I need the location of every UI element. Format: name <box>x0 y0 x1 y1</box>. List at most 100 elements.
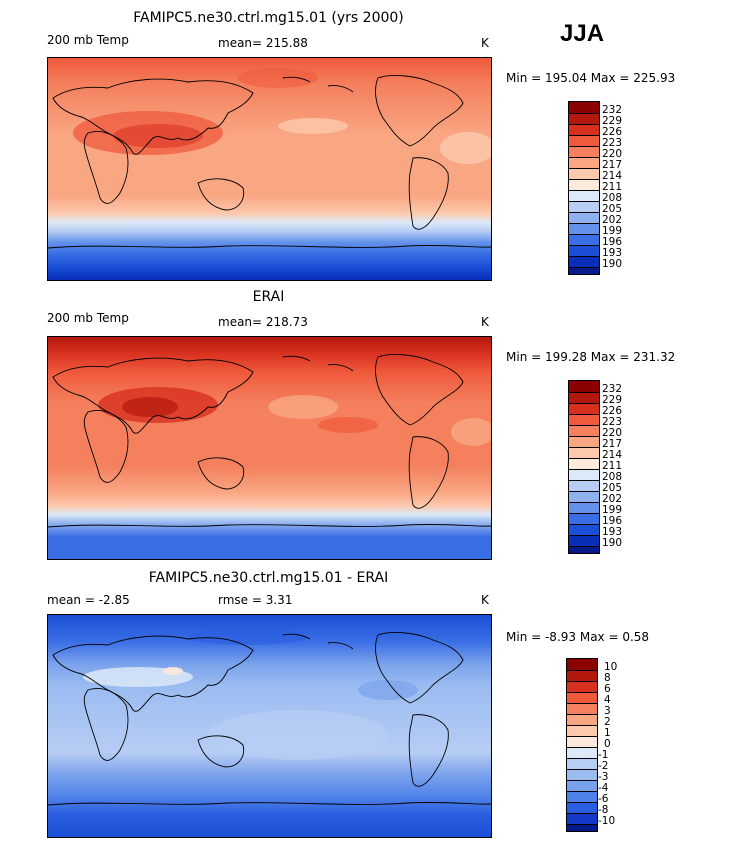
panel-2-title: ERAI <box>252 289 285 305</box>
panel-2-colorbar-tick: 193 <box>602 526 623 538</box>
panel-1-colorbar-band <box>569 212 599 223</box>
panel-2-colorbar-tick: 223 <box>602 416 623 428</box>
panel-3-colorbar-band <box>567 714 597 725</box>
panel-1-colorbar-band <box>569 135 599 146</box>
panel-3-colorbar-band <box>567 725 597 736</box>
panel-2-colorbar-band <box>569 502 599 513</box>
panel-1-colorbar-band <box>569 102 599 113</box>
panel-3-colorbar-tick: 2 <box>604 716 611 728</box>
panel-3-units-label: K <box>481 593 489 607</box>
panel-1-colorbar-band <box>569 223 599 234</box>
panel-1-colorbar-tick: 193 <box>602 247 623 259</box>
panel-1-colorbar-tick: 211 <box>602 181 623 193</box>
panel-1-colorbar-band <box>569 168 599 179</box>
panel-2-colorbar-tick: 229 <box>602 394 623 406</box>
panel-3-colorbar <box>566 658 598 832</box>
panel-1-colorbar-tick: 226 <box>602 126 623 138</box>
panel-1-title: FAMIPC5.ne30.ctrl.mg15.01 (yrs 2000) <box>133 10 404 26</box>
panel-2-colorbar-tick: 205 <box>602 482 623 494</box>
panel-1-colorbar-band <box>569 113 599 124</box>
panel-1-colorbar-band <box>569 267 599 274</box>
panel-1-colorbar-band <box>569 124 599 135</box>
panel-1-colorbar-band <box>569 179 599 190</box>
panel-3-map <box>47 614 492 838</box>
panel-3-colorbar-tick: -10 <box>598 815 616 827</box>
panel-3-colorbar-tick: 6 <box>604 683 611 695</box>
panel-1-colorbar <box>568 101 600 275</box>
panel-1-colorbar-tick: 208 <box>602 192 623 204</box>
panel-3-colorbar-band <box>567 747 597 758</box>
panel-1-colorbar-band <box>569 201 599 212</box>
panel-1-coastlines <box>48 75 491 249</box>
panel-2-colorbar-tick: 208 <box>602 471 623 483</box>
panel-2-colorbar-band <box>569 414 599 425</box>
panel-1-colorbar-tick: 217 <box>602 159 623 171</box>
panel-2-mean-label: mean= 218.73 <box>218 315 308 329</box>
panel-3-colorbar-tick: -4 <box>598 782 609 794</box>
panel-3-colorbar-tick: -2 <box>598 760 609 772</box>
panel-2-colorbar-band <box>569 524 599 535</box>
panel-1-variable-label: 200 mb Temp <box>47 33 129 47</box>
panel-2-colorbar-band <box>569 436 599 447</box>
panel-3-colorbar-tick: -1 <box>598 749 609 761</box>
panel-2-minmax: Min = 199.28 Max = 231.32 <box>506 350 676 364</box>
panel-2-colorbar-tick: 190 <box>602 537 623 549</box>
panel-2-colorbar-band <box>569 403 599 414</box>
panel-3-mean-label: mean = -2.85 <box>47 593 130 607</box>
panel-2-colorbar <box>568 380 600 554</box>
panel-3-colorbar-band <box>567 670 597 681</box>
panel-3-colorbar-tick: 1 <box>604 727 611 739</box>
panel-3-colorbar-band <box>567 824 597 831</box>
panel-3-colorbar-band <box>567 736 597 747</box>
panel-1-minmax: Min = 195.04 Max = 225.93 <box>506 71 676 85</box>
panel-2-colorbar-tick: 199 <box>602 504 623 516</box>
panel-2-colorbar-tick: 196 <box>602 515 623 527</box>
panel-1-colorbar-band <box>569 245 599 256</box>
panel-1-colorbar-band <box>569 190 599 201</box>
panel-1-colorbar-tick: 223 <box>602 137 623 149</box>
panel-3-colorbar-tick: -8 <box>598 804 609 816</box>
panel-2-colorbar-tick: 226 <box>602 405 623 417</box>
panel-1-colorbar-tick: 232 <box>602 104 623 116</box>
panel-3-colorbar-tick: 4 <box>604 694 611 706</box>
panel-2-colorbar-band <box>569 425 599 436</box>
panel-3-coastlines <box>48 632 491 806</box>
panel-3-colorbar-tick: -6 <box>598 793 609 805</box>
panel-3-colorbar-band <box>567 758 597 769</box>
panel-1-colorbar-tick: 229 <box>602 115 623 127</box>
panel-1-colorbar-band <box>569 146 599 157</box>
panel-1-mean-label: mean= 215.88 <box>218 36 308 50</box>
panel-3-colorbar-band <box>567 802 597 813</box>
panel-3-colorbar-tick: 3 <box>604 705 611 717</box>
panel-3-colorbar-band <box>567 703 597 714</box>
panel-3-colorbar-band <box>567 692 597 703</box>
panel-2-colorbar-band <box>569 513 599 524</box>
panel-3-title: FAMIPC5.ne30.ctrl.mg15.01 - ERAI <box>148 570 389 586</box>
panel-1-colorbar-band <box>569 234 599 245</box>
panel-2-colorbar-band <box>569 447 599 458</box>
panel-1-colorbar-band <box>569 256 599 267</box>
panel-3-colorbar-tick: 10 <box>604 661 618 673</box>
panel-1-units-label: K <box>481 36 489 50</box>
panel-3-colorbar-band <box>567 791 597 802</box>
panel-2-colorbar-band <box>569 480 599 491</box>
panel-1-colorbar-tick: 214 <box>602 170 623 182</box>
panel-3-colorbar-band <box>567 813 597 824</box>
panel-3-colorbar-band <box>567 780 597 791</box>
panel-2-coastlines <box>48 354 491 528</box>
panel-3-colorbar-tick: -3 <box>598 771 609 783</box>
panel-2-temperature-field <box>48 337 491 559</box>
panel-2-colorbar-band <box>569 458 599 469</box>
panel-1-colorbar-tick: 220 <box>602 148 623 160</box>
panel-3-rmse-label: rmse = 3.31 <box>218 593 293 607</box>
panel-2-colorbar-band <box>569 535 599 546</box>
panel-3-colorbar-band <box>567 769 597 780</box>
panel-2-colorbar-band <box>569 469 599 480</box>
panel-1-colorbar-tick: 190 <box>602 258 623 270</box>
panel-1-colorbar-tick: 196 <box>602 236 623 248</box>
panel-3-minmax: Min = -8.93 Max = 0.58 <box>506 630 650 644</box>
panel-2-colorbar-tick: 232 <box>602 383 623 395</box>
panel-2-colorbar-band <box>569 491 599 502</box>
panel-1-temperature-field <box>48 58 491 280</box>
panel-2-colorbar-tick: 202 <box>602 493 623 505</box>
